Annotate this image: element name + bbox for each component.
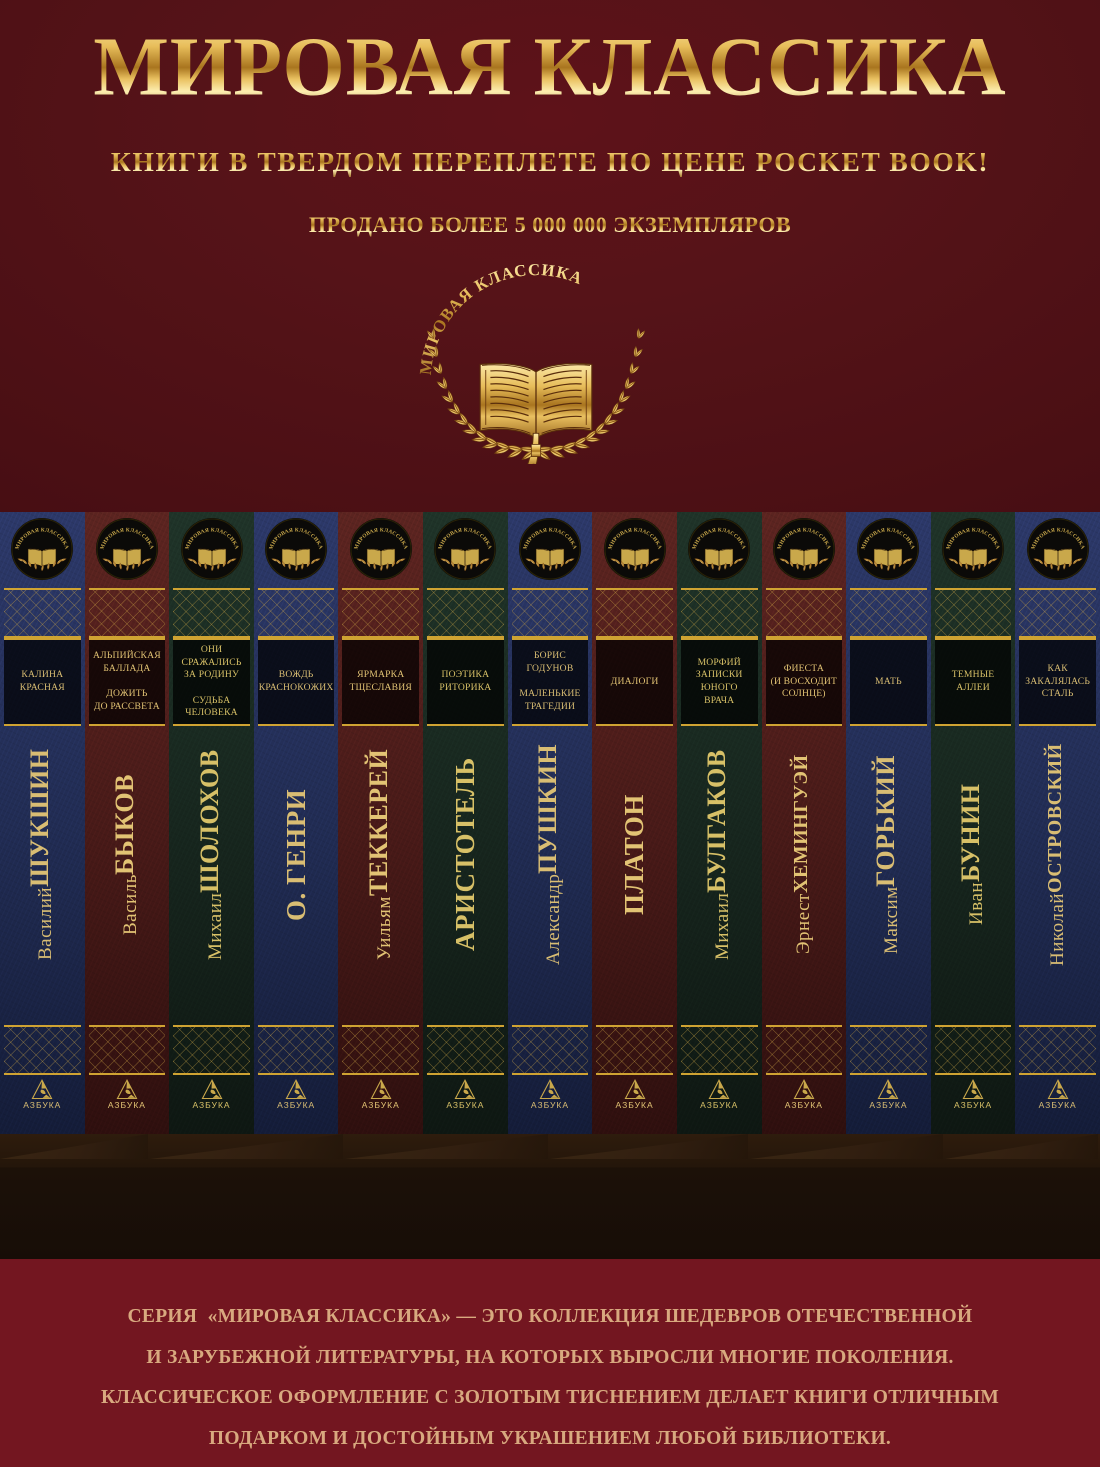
svg-text:МИРОВАЯ КЛАССИКА: МИРОВАЯ КЛАССИКА [416,263,586,376]
